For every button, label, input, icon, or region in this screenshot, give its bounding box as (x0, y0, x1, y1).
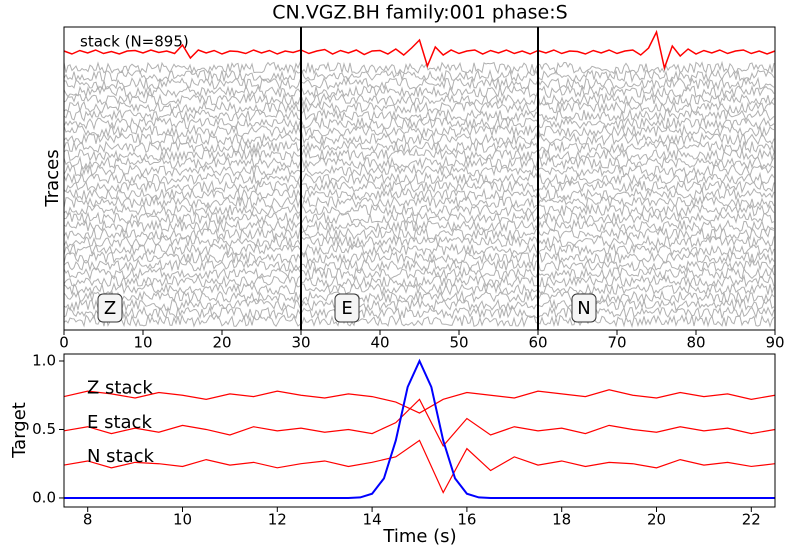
trace-texture (63, 186, 775, 202)
trace-texture (63, 289, 775, 305)
y-tick-label: 0.5 (32, 420, 56, 438)
x-tick-label: 22 (742, 511, 761, 529)
trace-texture (63, 171, 775, 186)
trace-texture (63, 131, 775, 147)
trace-texture (63, 92, 775, 107)
trace-texture (63, 203, 775, 218)
stack-line (63, 439, 776, 494)
component-label-box (571, 293, 597, 323)
x-tick-label: 18 (552, 511, 571, 529)
trace-texture (63, 195, 775, 210)
trace-texture (63, 250, 775, 265)
trace-texture (63, 218, 775, 234)
stack-label: Z stack (87, 378, 153, 399)
component-label: E (341, 298, 352, 319)
chart-title: CN.VGZ.BH family:001 phase:S (272, 2, 567, 24)
stack-annotation: stack (N=895) (80, 33, 189, 51)
trace-texture (63, 211, 775, 226)
trace-texture (63, 163, 775, 178)
trace-texture (63, 123, 775, 139)
axes-frame (63, 26, 776, 331)
x-tick-label: 60 (528, 334, 547, 352)
x-tick-label: 14 (363, 511, 382, 529)
trace-texture (63, 226, 775, 242)
stack-label: N stack (87, 446, 155, 467)
axes-frame (63, 353, 776, 508)
x-tick-label: 20 (647, 511, 666, 529)
trace-texture (63, 313, 775, 329)
stack-line (63, 398, 776, 447)
component-label: Z (104, 298, 116, 319)
component-label-box (334, 293, 360, 323)
trace-texture (63, 242, 775, 257)
trace-texture (63, 305, 775, 320)
trace-texture (63, 266, 775, 281)
trace-texture (63, 100, 775, 114)
trace-texture (63, 297, 775, 313)
trace-texture (63, 116, 775, 131)
trace-texture (63, 140, 775, 155)
component-label: N (577, 298, 590, 319)
trace-texture (63, 155, 775, 171)
x-tick-label: 10 (173, 511, 192, 529)
component-label-box (97, 293, 123, 323)
stack-line (63, 389, 776, 414)
x-tick-label: 50 (449, 334, 468, 352)
x-tick-label: 0 (59, 334, 69, 352)
trace-texture (63, 60, 775, 76)
x-tick-label: 40 (370, 334, 389, 352)
trace-texture (63, 147, 775, 163)
x-tick-label: 8 (83, 511, 93, 529)
trace-texture (63, 282, 775, 297)
x-tick-label: 70 (607, 334, 626, 352)
x-tick-label: 10 (133, 334, 152, 352)
x-tick-label: 90 (765, 334, 784, 352)
x-tick-label: 20 (212, 334, 231, 352)
x-tick-label: 30 (291, 334, 310, 352)
trace-texture (63, 179, 775, 194)
stack-label: E stack (87, 412, 152, 433)
trace-texture (63, 108, 775, 123)
y-tick-label: 1.0 (32, 351, 56, 369)
stack-trace (63, 29, 776, 71)
y-axis-label: Traces (42, 149, 63, 207)
y-tick-label: 0.0 (32, 488, 56, 506)
y-axis-label: Target (9, 402, 30, 459)
x-tick-label: 80 (686, 334, 705, 352)
trace-texture (63, 258, 775, 273)
x-tick-label: 16 (457, 511, 476, 529)
x-tick-label: 12 (268, 511, 287, 529)
trace-texture (63, 68, 775, 84)
trace-texture (64, 76, 775, 91)
target-line (64, 358, 775, 499)
trace-texture (63, 274, 775, 289)
x-axis-label: Time (s) (382, 526, 456, 547)
